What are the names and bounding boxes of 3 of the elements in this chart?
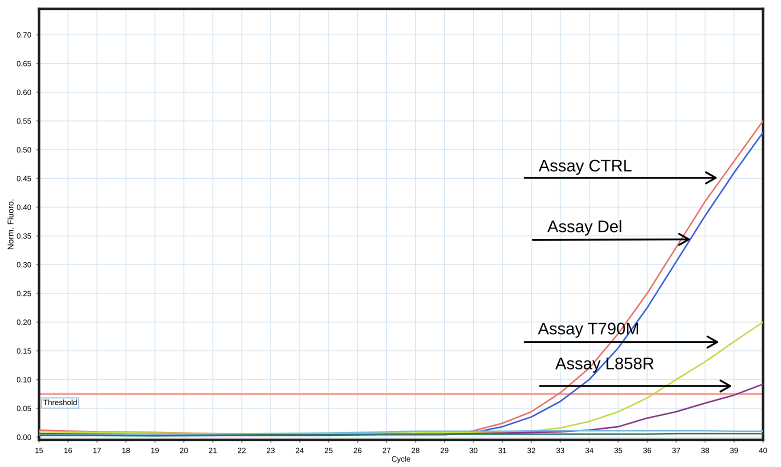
annotation: Assay Del — [547, 220, 622, 236]
y-axis-title: Norm. Fluoro. — [7, 200, 14, 250]
annotation: Assay CTRL — [538, 160, 632, 175]
